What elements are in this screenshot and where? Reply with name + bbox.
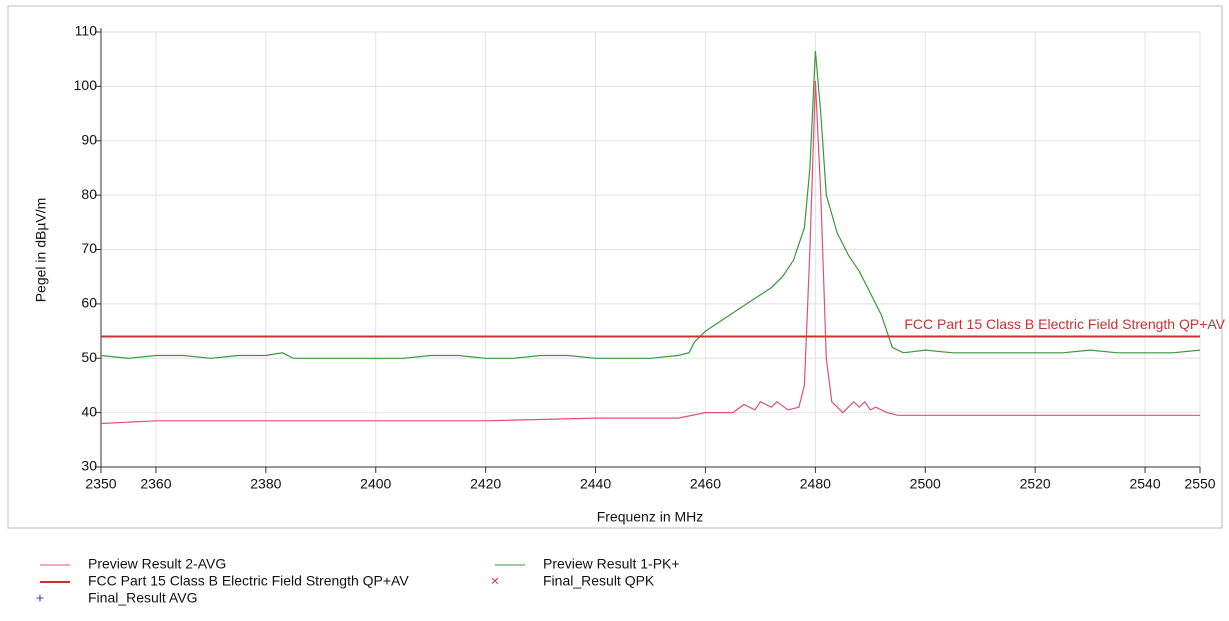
y-tick-label: 60 (81, 295, 97, 311)
x-tick-label: 2460 (690, 476, 721, 492)
y-tick-label: 100 (74, 77, 98, 93)
legend-label: Preview Result 2-AVG (88, 556, 226, 572)
x-tick-label: 2360 (140, 476, 171, 492)
legend-label: FCC Part 15 Class B Electric Field Stren… (88, 573, 409, 589)
x-axis-label: Frequenz in MHz (597, 509, 704, 525)
y-tick-label: 30 (81, 458, 97, 474)
x-tick-label: 2440 (580, 476, 611, 492)
y-tick-label: 90 (81, 131, 97, 147)
x-tick-label: 2480 (800, 476, 831, 492)
y-tick-label: 40 (81, 403, 97, 419)
legend-marker: + (36, 590, 44, 606)
series-line (100, 80, 1200, 425)
x-tick-label: 2400 (360, 476, 391, 492)
y-axis-label: Pegel in dBµV/m (33, 198, 49, 303)
x-tick-label: 2540 (1129, 476, 1160, 492)
legend-label: Final_Result QPK (543, 573, 655, 589)
x-tick-label: 2420 (470, 476, 501, 492)
y-tick-label: 70 (81, 240, 97, 256)
x-tick-label: 2550 (1184, 476, 1215, 492)
x-tick-label: 2380 (250, 476, 281, 492)
chart-frame (7, 5, 1223, 529)
x-tick-label: 2520 (1020, 476, 1051, 492)
limit-annotation: FCC Part 15 Class B Electric Field Stren… (904, 316, 1225, 332)
series-line (100, 50, 1201, 359)
x-tick-label: 2350 (85, 476, 116, 492)
legend-marker: × (491, 573, 499, 589)
legend-label: Preview Result 1-PK+ (543, 556, 680, 572)
y-tick-label: 80 (81, 186, 97, 202)
legend-label: Final_Result AVG (88, 590, 197, 606)
y-tick-label: 50 (81, 349, 97, 365)
y-tick-label: 110 (75, 23, 98, 39)
x-tick-label: 2500 (910, 476, 941, 492)
